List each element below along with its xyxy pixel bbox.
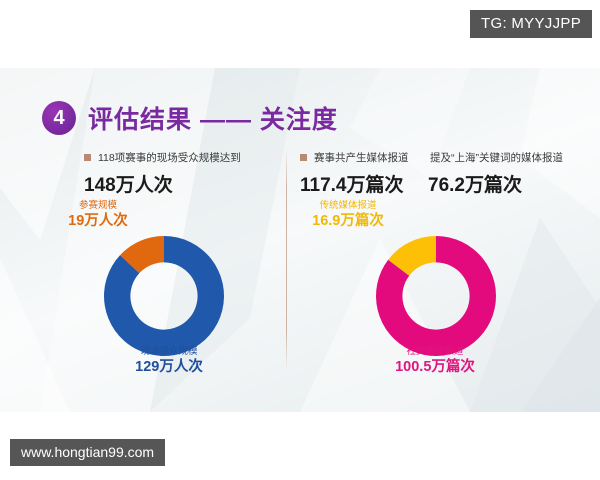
stat-onsite-audience: 118项赛事的现场受众规模达到 148万人次 (84, 150, 241, 197)
audience-scale-donut-chart (96, 228, 232, 364)
telegram-watermark-tag: TG: MYYJJPP (470, 10, 592, 38)
site-url-watermark: www.hongtian99.com (10, 439, 166, 466)
donut-label-caption: 传统媒体报道 (319, 200, 377, 211)
section-heading: 4 评估结果 —— 关注度 (42, 100, 338, 136)
donut-label-value: 16.9万篇次 (312, 212, 384, 229)
donut-label-caption: 参赛规模 (78, 200, 117, 211)
donut-slice-participants (120, 236, 164, 274)
donut-label-caption: 现场观众规模 (140, 346, 198, 357)
donut-label-value: 129万人次 (135, 358, 203, 375)
stat-caption-row: 118项赛事的现场受众规模达到 (84, 150, 241, 165)
stat-caption: 提及“上海”关键词的媒体报道 (430, 152, 563, 164)
stat-caption: 118项赛事的现场受众规模达到 (98, 152, 241, 164)
media-coverage-donut-chart (368, 228, 504, 364)
donut-label-traditional-media: 传统媒体报道 16.9万篇次 (302, 200, 394, 230)
slide-canvas: 4 评估结果 —— 关注度 118项赛事的现场受众规模达到 148万人次 赛事共… (0, 68, 600, 412)
section-number-badge: 4 (42, 101, 76, 135)
page-title: 评估结果 —— 关注度 (88, 106, 338, 134)
donut-slice-onsite-audience (104, 236, 225, 356)
donut-label-social-media: 社交媒体报道 100.5万篇次 (370, 346, 500, 376)
donut-label-caption: 社交媒体报道 (406, 346, 464, 357)
square-bullet-icon (84, 154, 91, 161)
stat-value: 76.2万篇次 (428, 175, 522, 196)
donut-label-value: 19万人次 (68, 212, 128, 229)
section-divider (286, 148, 287, 370)
donut-slice-social-media (375, 236, 496, 356)
donut-label-onsite-audience: 现场观众规模 129万人次 (104, 346, 234, 376)
stat-media-reports-total: 赛事共产生媒体报道 117.4万篇次 (300, 150, 409, 197)
stat-shanghai-keyword-reports: 提及“上海”关键词的媒体报道 76.2万篇次 (428, 150, 563, 197)
stat-caption-row: 赛事共产生媒体报道 (300, 150, 409, 165)
square-bullet-icon (300, 154, 307, 161)
donut-label-value: 100.5万篇次 (395, 358, 475, 375)
stat-value: 148万人次 (84, 175, 173, 196)
stat-caption: 赛事共产生媒体报道 (314, 152, 409, 164)
donut-label-participants: 参赛规模 19万人次 (52, 200, 144, 230)
donut-slice-traditional-media (388, 236, 436, 276)
stat-caption-row: 提及“上海”关键词的媒体报道 (428, 150, 563, 165)
stat-value: 117.4万篇次 (300, 175, 404, 196)
